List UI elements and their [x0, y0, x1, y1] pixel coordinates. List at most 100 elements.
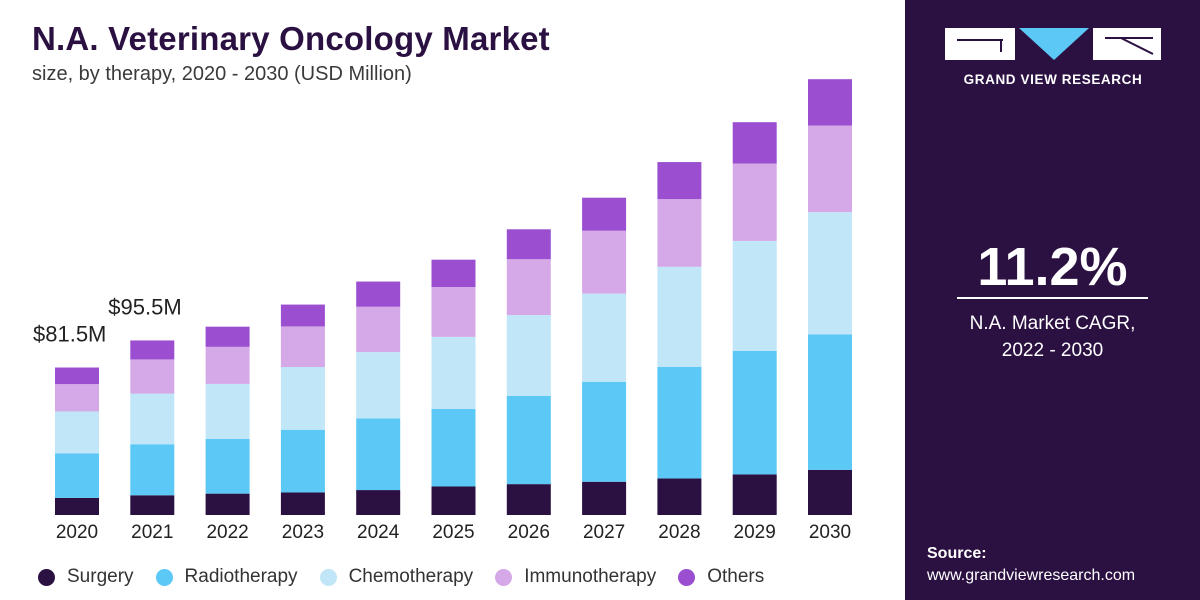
x-tick-label: 2024 [357, 522, 400, 543]
bar-radiotherapy-2026 [506, 395, 551, 485]
x-tick-label: 2023 [282, 522, 324, 543]
bar-surgery-2028 [657, 478, 702, 515]
legend-label: Immunotherapy [524, 566, 657, 587]
bar-others-2027 [582, 197, 627, 231]
cagr-label-line-1: N.A. Market CAGR, [969, 313, 1136, 334]
legend-swatch [319, 568, 337, 586]
legend-item-chemotherapy: Chemotherapy [319, 566, 474, 588]
bar-surgery-2025 [431, 486, 476, 515]
bar-immunotherapy-2020 [55, 384, 99, 412]
bar-others-2028 [657, 162, 702, 200]
bar-radiotherapy-2021 [130, 444, 175, 496]
x-tick-label: 2020 [56, 522, 98, 543]
bar-radiotherapy-2022 [205, 438, 250, 494]
gvr-logo-icon [945, 28, 1161, 60]
x-tick-label: 2026 [508, 522, 550, 543]
bar-immunotherapy-2029 [732, 163, 777, 241]
x-tick-label: 2029 [734, 522, 776, 543]
legend-swatch [38, 568, 55, 586]
legend-swatch [155, 568, 173, 586]
bar-radiotherapy-2030 [808, 334, 852, 470]
legend-item-immunotherapy: Immunotherapy [495, 566, 656, 588]
cagr-value: 11.2% [977, 237, 1128, 297]
bar-radiotherapy-2023 [280, 429, 325, 493]
info-panel: GRAND VIEW RESEARCH 11.2% N.A. Market CA… [905, 0, 1200, 600]
legend-swatch [495, 568, 513, 586]
x-tick-label: 2022 [206, 522, 248, 543]
bar-radiotherapy-2025 [431, 408, 476, 487]
legend-label: Others [707, 566, 765, 587]
legend-label: Radiotherapy [184, 566, 298, 587]
legend-label: Chemotherapy [348, 566, 474, 587]
source-url[interactable]: www.grandviewresearch.com [927, 567, 1136, 584]
bar-others-2022 [205, 326, 250, 347]
bar-immunotherapy-2030 [808, 125, 852, 213]
bar-immunotherapy-2021 [130, 359, 175, 394]
x-tick-label: 2021 [131, 522, 173, 543]
bar-others-2025 [431, 259, 476, 287]
bar-others-2026 [506, 229, 551, 260]
bar-chemotherapy-2024 [356, 352, 401, 419]
bar-immunotherapy-2024 [356, 306, 401, 353]
bar-surgery-2020 [55, 497, 99, 515]
grand-view-research-logo: GRAND VIEW RESEARCH [943, 22, 1163, 92]
bar-immunotherapy-2023 [280, 326, 325, 368]
bar-immunotherapy-2022 [205, 346, 250, 384]
legend-item-radiotherapy: Radiotherapy [155, 566, 298, 588]
bar-chemotherapy-2027 [582, 293, 627, 382]
bar-surgery-2021 [130, 495, 175, 515]
legend-item-others: Others [678, 566, 764, 588]
x-tick-label: 2030 [809, 522, 851, 543]
bar-others-2029 [732, 122, 777, 164]
data-label-2020: $81.5M [33, 322, 106, 347]
bar-chemotherapy-2030 [808, 212, 852, 335]
bar-chemotherapy-2025 [431, 336, 476, 409]
bar-immunotherapy-2025 [431, 287, 476, 337]
bar-others-2030 [808, 79, 852, 126]
bar-surgery-2026 [506, 484, 551, 515]
cagr-divider [957, 297, 1148, 299]
bar-others-2023 [280, 304, 325, 327]
x-tick-label: 2027 [583, 522, 625, 543]
x-tick-label: 2025 [432, 522, 474, 543]
bar-others-2024 [356, 281, 401, 307]
legend-item-surgery: Surgery [38, 566, 134, 588]
chart-legend: Surgery Radiotherapy Chemotherapy Immunothe… [38, 563, 786, 591]
bar-radiotherapy-2029 [732, 350, 777, 475]
bar-chemotherapy-2026 [506, 315, 551, 396]
chart-subtitle: size, by therapy, 2020 - 2030 (USD Milli… [32, 63, 412, 85]
bar-chemotherapy-2022 [205, 383, 250, 439]
bar-surgery-2024 [356, 490, 401, 515]
logo-text: GRAND VIEW RESEARCH [963, 72, 1143, 87]
bar-others-2021 [130, 340, 175, 360]
legend-swatch [678, 568, 696, 586]
stacked-bar-chart: 2020 2021 2022 2023 2024 2025 2026 2027 2028 2029… [33, 79, 852, 543]
bar-radiotherapy-2024 [356, 418, 401, 491]
legend-label: Surgery [67, 566, 134, 587]
bar-surgery-2027 [582, 481, 627, 515]
source-title: Source: [927, 545, 987, 562]
cagr-label: N.A. Market CAGR, 2022 - 2030 [905, 310, 1200, 364]
chart-panel: N.A. Veterinary Oncology Market size, by… [32, 20, 852, 591]
cagr-label-line-2: 2022 - 2030 [1001, 340, 1104, 361]
data-label-2021: $95.5M [108, 294, 181, 319]
bar-surgery-2029 [732, 474, 777, 515]
bar-surgery-2030 [808, 469, 852, 515]
bar-chemotherapy-2028 [657, 266, 702, 367]
bar-surgery-2022 [205, 493, 250, 515]
bar-chemotherapy-2029 [732, 240, 777, 351]
bar-radiotherapy-2028 [657, 366, 702, 479]
bar-immunotherapy-2027 [582, 230, 627, 294]
x-tick-label: 2028 [658, 522, 700, 543]
bar-immunotherapy-2026 [506, 259, 551, 316]
bar-chemotherapy-2020 [55, 411, 99, 454]
bar-radiotherapy-2027 [582, 382, 627, 482]
bar-chemotherapy-2023 [280, 367, 325, 430]
bar-immunotherapy-2028 [657, 199, 702, 267]
bar-surgery-2023 [280, 492, 325, 515]
bar-chemotherapy-2021 [130, 393, 175, 445]
bar-others-2020 [55, 367, 99, 385]
chart-title: N.A. Veterinary Oncology Market [32, 20, 550, 57]
bar-radiotherapy-2020 [55, 453, 99, 498]
source-block: Source: www.grandviewresearch.com [927, 543, 1135, 587]
